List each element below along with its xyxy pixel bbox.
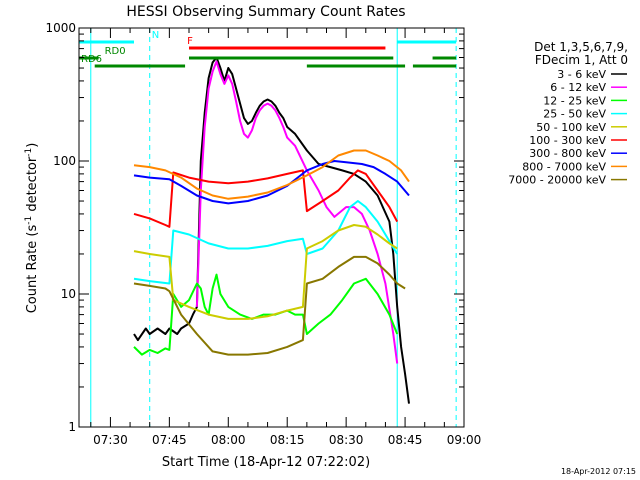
y-axis-label-mid: detector <box>25 156 40 216</box>
legend-header-1: Det 1,3,5,6,7,9, <box>534 40 628 54</box>
x-tick-label: 07:45 <box>152 433 187 447</box>
y-tick-label: 1 <box>68 420 76 434</box>
plot-area <box>90 28 457 427</box>
legend-label: 300 - 800 keV <box>529 147 606 160</box>
x-tick-label: 08:45 <box>388 433 423 447</box>
y-axis-label-exponent-2: -1 <box>24 148 34 157</box>
legend-label: 100 - 300 keV <box>529 134 606 147</box>
x-axis-label: Start Time (18-Apr-12 07:22:02) <box>162 455 370 470</box>
y-axis-label-main: Count Rate (s <box>25 225 40 314</box>
series-line-8 <box>133 149 410 200</box>
y-axis-label: Count Rate (s-1 detector-1) <box>24 143 40 314</box>
x-tick-label: 08:30 <box>329 433 364 447</box>
chart-title: HESSI Observing Summary Count Rates <box>126 4 405 20</box>
y-tick-label: 10 <box>61 287 76 301</box>
legend-label: 25 - 50 keV <box>543 108 606 121</box>
y-axis-label-exponent: -1 <box>24 216 34 225</box>
legend-label: 50 - 100 keV <box>536 121 606 134</box>
legend: Det 1,3,5,6,7,9, FDecim 1, Att 0 3 - 6 k… <box>508 40 628 187</box>
x-tick-label: 09:00 <box>447 433 482 447</box>
y-tick-label: 100 <box>53 154 76 168</box>
series-line-6 <box>133 169 399 228</box>
y-axis: 1 10 100 1000 <box>45 21 464 434</box>
segment-label-rd0: RD0 <box>105 46 126 57</box>
series-line-9 <box>133 255 406 356</box>
x-tick-label: 08:15 <box>270 433 305 447</box>
plot-frame <box>78 27 465 428</box>
y-tick-label: 1000 <box>45 21 76 35</box>
series-line-7 <box>133 160 410 205</box>
legend-label: 12 - 25 keV <box>543 94 606 107</box>
legend-header-2: FDecim 1, Att 0 <box>535 53 628 67</box>
segment-label-rd6: RD6 <box>81 54 102 65</box>
legend-label: 3 - 6 keV <box>557 68 606 81</box>
y-axis-label-end: ) <box>25 143 40 148</box>
timestamp: 18-Apr-2012 07:15 <box>561 467 636 476</box>
x-axis: 07:30 07:45 08:00 08:15 08:30 08:45 09:00 <box>90 28 482 447</box>
x-tick-label: 07:30 <box>93 433 128 447</box>
segment-label-n: N <box>152 30 159 41</box>
legend-label: 6 - 12 keV <box>550 81 606 94</box>
series-line-4 <box>133 200 399 285</box>
legend-label: 800 - 7000 keV <box>522 160 606 173</box>
x-tick-label: 08:00 <box>211 433 246 447</box>
segment-label-f: F <box>187 36 193 47</box>
series-line-3 <box>133 273 399 356</box>
legend-label: 7000 - 20000 keV <box>508 174 606 187</box>
series-line-2 <box>195 60 399 364</box>
